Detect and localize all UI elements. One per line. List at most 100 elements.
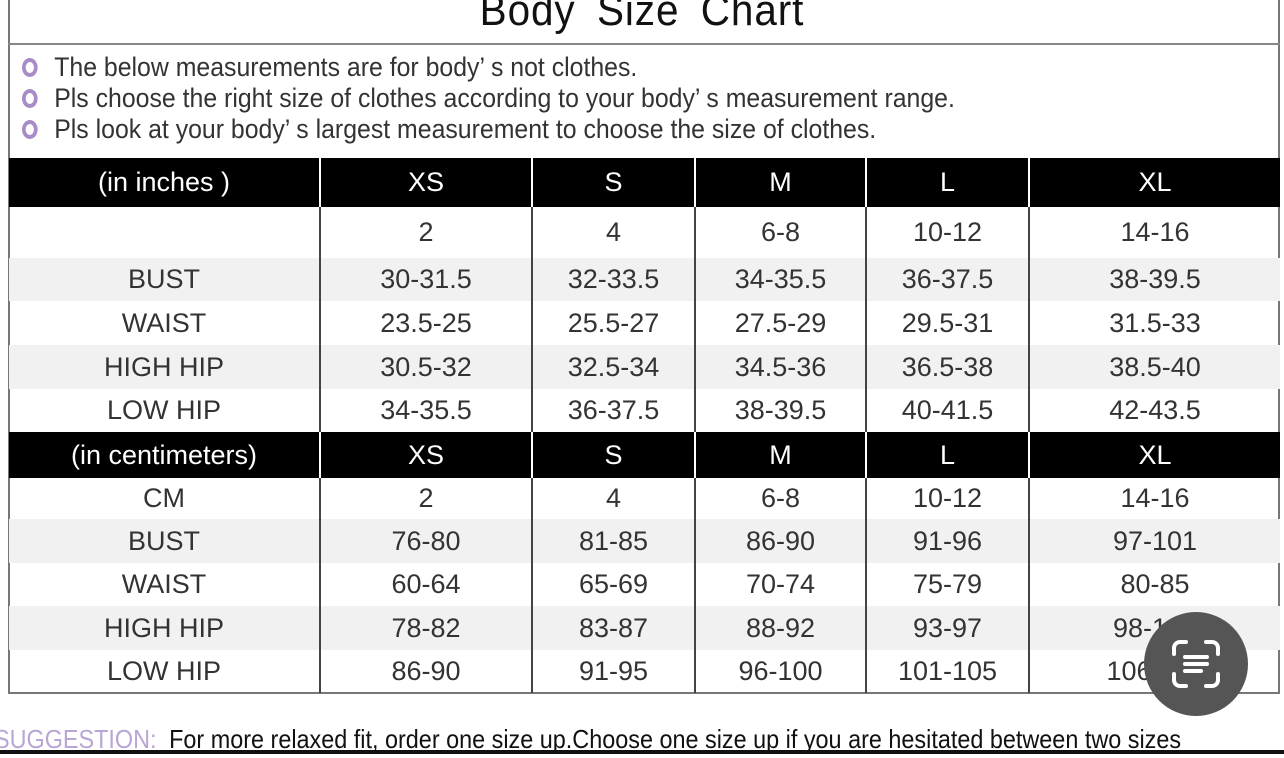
header-row: (in inches ) XS S M L XL [9, 158, 1280, 207]
size-table: (in inches ) XS S M L XL 2 4 6-8 10-12 14-16 BUST 30… [9, 158, 1280, 693]
cell: S [531, 158, 695, 207]
cell: 32-33.5 [531, 258, 695, 301]
cell: 91-95 [531, 650, 695, 693]
cell: 38-39.5 [1028, 258, 1280, 301]
cell: M [694, 432, 866, 478]
row-label: (in centimeters) [9, 432, 320, 478]
cell: 23.5-25 [319, 301, 532, 345]
table-row: LOW HIP 34-35.5 36-37.5 38-39.5 40-41.5 42-43… [9, 389, 1280, 432]
cell: 36-37.5 [865, 258, 1029, 301]
cell: XL [1028, 432, 1280, 478]
cell: 32.5-34 [531, 345, 695, 389]
cell: 76-80 [319, 519, 532, 563]
row-label: (in inches ) [9, 158, 320, 207]
cell: 81-85 [531, 519, 695, 563]
cell: 14-16 [1028, 478, 1280, 519]
cell: 2 [319, 207, 532, 258]
cell: 86-90 [694, 519, 866, 563]
text-scan-icon [1172, 640, 1220, 688]
divider [8, 43, 1280, 45]
table-row: WAIST 23.5-25 25.5-27 27.5-29 29.5-31 31.5-33 [9, 301, 1280, 345]
cell: L [865, 432, 1029, 478]
cell: 88-92 [694, 606, 866, 650]
row-label: LOW HIP [106, 656, 221, 686]
cell: 36-37.5 [531, 389, 695, 432]
table-row: HIGH HIP 30.5-32 32.5-34 34.5-36 36.5-38 38.5… [9, 345, 1280, 389]
cell: 10-12 [865, 478, 1029, 519]
note-item: The below measurements are for body’ s n… [22, 52, 955, 83]
cell: 25.5-27 [531, 301, 695, 345]
row-label [9, 207, 320, 258]
cell: 27.5-29 [694, 301, 866, 345]
row-label: BUST [9, 519, 320, 563]
cell: 30.5-32 [319, 345, 532, 389]
cell: 78-82 [319, 606, 532, 650]
cell: S [531, 432, 695, 478]
row-label: LOW HIP [106, 395, 221, 425]
row-label: BUST [9, 258, 320, 301]
row-label: WAIST [121, 307, 207, 338]
cell: XS [319, 432, 532, 478]
note-item: Pls look at your body’ s largest measure… [22, 114, 955, 145]
cell: 34.5-36 [694, 345, 866, 389]
suggestion: SUGGESTION: For more relaxed fit, order o… [0, 724, 1181, 755]
suggestion-label: SUGGESTION: [0, 724, 157, 754]
page-title: Body Size Chart [479, 0, 805, 35]
table-row: 2 4 6-8 10-12 14-16 [9, 207, 1280, 258]
cell: 70-74 [694, 563, 866, 606]
text-scan-button[interactable] [1144, 612, 1248, 716]
note-text: The below measurements are for body’ s n… [54, 52, 638, 82]
divider [0, 750, 1284, 754]
notes-list: The below measurements are for body’ s n… [22, 52, 1036, 145]
circle-bullet-icon [22, 58, 38, 77]
cell: 40-41.5 [865, 389, 1029, 432]
row-label: HIGH HIP [9, 345, 320, 389]
cell: 96-100 [694, 650, 866, 693]
cell: 36.5-38 [865, 345, 1029, 389]
cell: 65-69 [531, 563, 695, 606]
cell: 38.5-40 [1028, 345, 1280, 389]
cell: 86-90 [319, 650, 532, 693]
table-row: HIGH HIP 78-82 83-87 88-92 93-97 98-102 [9, 606, 1280, 650]
cell: XS [319, 158, 532, 207]
cell: 83-87 [531, 606, 695, 650]
cell: 80-85 [1028, 563, 1280, 606]
cell: 75-79 [865, 563, 1029, 606]
cell: 93-97 [865, 606, 1029, 650]
note-text: Pls choose the right size of clothes acc… [54, 83, 955, 113]
circle-bullet-icon [22, 89, 38, 108]
cell: 42-43.5 [1028, 389, 1280, 432]
suggestion-text: For more relaxed fit, order one size up.… [169, 724, 1182, 754]
table-row: CM 2 4 6-8 10-12 14-16 [9, 478, 1280, 519]
cell: M [694, 158, 866, 207]
cell: 6-8 [694, 207, 866, 258]
cell: 6-8 [694, 478, 866, 519]
note-text: Pls look at your body’ s largest measure… [54, 114, 877, 144]
circle-bullet-icon [22, 120, 38, 139]
cell: 34-35.5 [319, 389, 532, 432]
cell: 29.5-31 [865, 301, 1029, 345]
header-row: (in centimeters) XS S M L XL [9, 432, 1280, 478]
note-item: Pls choose the right size of clothes acc… [22, 83, 955, 114]
cell: 31.5-33 [1028, 301, 1280, 345]
cell: 101-105 [865, 650, 1029, 693]
cell: 4 [531, 478, 695, 519]
cell: 2 [319, 478, 532, 519]
row-label: CM [143, 483, 185, 513]
cell: 60-64 [319, 563, 532, 606]
cell: 34-35.5 [694, 258, 866, 301]
cell: 4 [531, 207, 695, 258]
cell: L [865, 158, 1029, 207]
cell: 10-12 [865, 207, 1029, 258]
row-label: HIGH HIP [9, 606, 320, 650]
cell: 30-31.5 [319, 258, 532, 301]
cell: 97-101 [1028, 519, 1280, 563]
cell: 14-16 [1028, 207, 1280, 258]
cell: XL [1028, 158, 1280, 207]
cell: 38-39.5 [694, 389, 866, 432]
row-label: WAIST [121, 569, 207, 599]
table-row: BUST 30-31.5 32-33.5 34-35.5 36-37.5 38-39.5 [9, 258, 1280, 301]
table-row: BUST 76-80 81-85 86-90 91-96 97-101 [9, 519, 1280, 563]
table-row: WAIST 60-64 65-69 70-74 75-79 80-85 [9, 563, 1280, 606]
